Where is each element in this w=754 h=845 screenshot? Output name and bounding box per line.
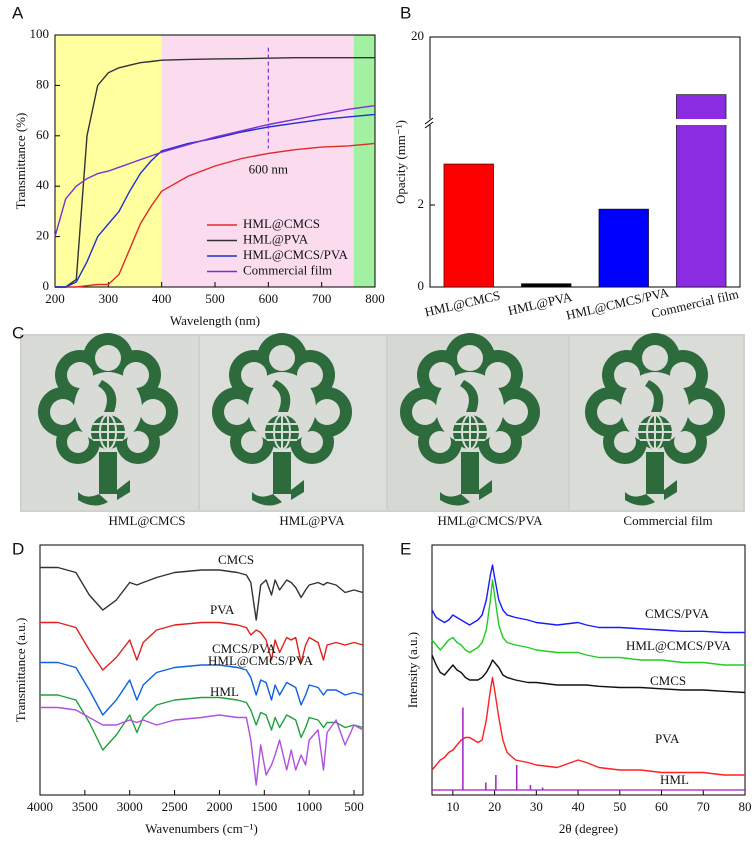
plot-frame [431,544,746,796]
series-label: PVA [210,602,235,617]
panel-letter: A [12,3,24,22]
series-line [431,676,745,776]
series-label: CMCS/PVA [645,606,710,621]
series-line [431,564,745,634]
photo-caption: HML@PVA [279,513,345,528]
series-line [55,113,376,288]
x-tick-label: 400 [152,291,172,306]
bar [676,94,727,288]
y-axis-label: Opacity (mm⁻¹) [393,120,408,204]
x-tick-label: 300 [99,291,119,306]
x-tick-label: 60 [655,799,668,814]
axis-break-gap [424,119,738,125]
series-label: HML@CMCS/PVA [626,638,732,653]
x-tick-label: HML@PVA [506,289,573,318]
x-tick-label: 50 [613,799,626,814]
x-tick-label: 10 [446,799,459,814]
series-line [40,566,364,621]
series-line [55,57,375,288]
series-label: HML [660,772,689,787]
panel-letter: C [12,323,24,342]
series-line [40,621,364,671]
region [55,35,162,287]
series-label: CMCS [650,673,686,688]
annotation: 600 nm [249,161,288,176]
region [353,35,375,287]
break-mark [424,121,434,129]
bar [443,163,494,288]
panel-letter: E [400,539,411,558]
x-tick-label: 40 [572,799,585,814]
x-tick-label: 1000 [296,799,322,814]
x-tick-label: HML@CMCS [423,288,501,320]
series-line [431,579,745,666]
y-tick-label: 100 [30,26,50,41]
x-axis-label: Wavelength (nm) [170,313,260,328]
y-tick-label: 20 [36,228,49,243]
y-tick-label: 40 [36,177,49,192]
y-tick-label: 2 [418,196,425,211]
legend-label: HML@PVA [243,231,309,246]
x-tick-label: 600 [259,291,279,306]
x-tick-label: 70 [697,799,710,814]
x-tick-label: 2000 [206,799,232,814]
plot-frame [39,544,364,796]
x-axis-label: 2θ (degree) [559,821,618,836]
series-line [40,661,364,716]
series-line [40,694,364,751]
series-label: PVA [655,731,680,746]
bar [521,283,572,288]
series-label: HML [210,684,239,699]
x-tick-label: 200 [45,291,65,306]
series-line [431,654,746,694]
series-line [55,142,376,288]
y-axis-label: Transmittance (a.u.) [13,618,28,723]
x-tick-label: 700 [312,291,332,306]
panel-letter: D [12,539,24,558]
plot-frame [429,36,741,288]
x-tick-label: 20 [488,799,501,814]
x-tick-label: 1500 [251,799,277,814]
x-tick-label: 80 [739,799,752,814]
bar [598,208,649,288]
series-label: HML@CMCS/PVA [208,653,314,668]
y-axis-label: Intensity (a.u.) [405,632,420,708]
y-tick-label: 80 [36,76,49,91]
x-tick-label: 2500 [162,799,188,814]
x-axis-label: Wavenumbers (cm⁻¹) [145,821,258,836]
photo-panel [20,332,745,512]
photo-caption: Commercial film [623,513,712,528]
y-tick-label: 0 [418,278,425,293]
panel-letter: B [400,3,411,22]
y-tick-label: 20 [411,28,424,43]
x-tick-label: 3000 [117,799,143,814]
x-tick-label: 4000 [27,799,53,814]
photo-caption: HML@CMCS/PVA [438,513,544,528]
y-tick-label: 0 [43,278,50,293]
photo-caption: HML@CMCS [109,513,186,528]
x-tick-label: 30 [530,799,543,814]
x-tick-label: 800 [365,291,385,306]
x-tick-label: 500 [344,799,364,814]
series-label: CMCS/PVA [212,641,277,656]
x-tick-label: 3500 [72,799,98,814]
region [161,35,354,287]
legend-label: Commercial film [243,262,332,277]
series-line [54,104,376,237]
legend-label: HML@CMCS [243,216,320,231]
x-tick-label: 500 [205,291,225,306]
break-mark [424,117,434,125]
legend-label: HML@CMCS/PVA [243,247,349,262]
series-line [40,706,364,786]
series-label: CMCS [218,552,254,567]
y-axis-label: Transmittance (%) [13,113,28,210]
y-tick-label: 60 [36,127,49,142]
